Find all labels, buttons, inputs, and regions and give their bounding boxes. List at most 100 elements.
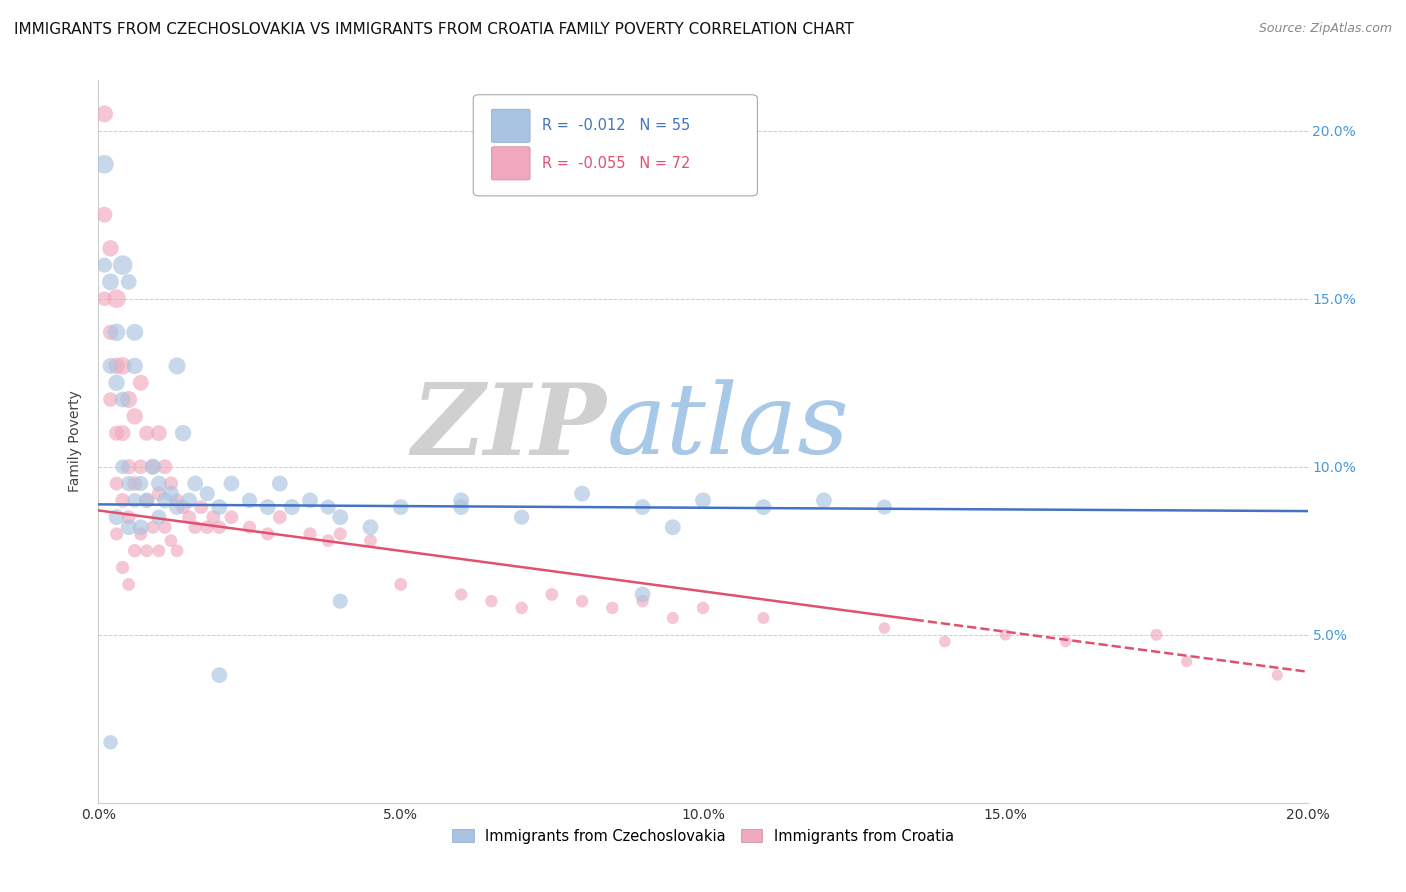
Point [118, 520, 141, 534]
Point [208, 668, 231, 682]
Point [329, 527, 352, 541]
Point [100, 241, 122, 255]
Point [269, 476, 291, 491]
Point [135, 543, 157, 558]
Point [118, 459, 141, 474]
Point [752, 500, 775, 514]
Point [93, 107, 115, 121]
Point [172, 426, 194, 441]
Point [93, 157, 115, 171]
Point [631, 594, 654, 608]
Point [813, 493, 835, 508]
Point [153, 493, 176, 508]
Point [105, 326, 128, 340]
Point [221, 510, 243, 524]
Point [148, 476, 170, 491]
Point [105, 527, 128, 541]
Y-axis label: Family Poverty: Family Poverty [69, 391, 83, 492]
Point [631, 500, 654, 514]
Point [129, 476, 152, 491]
Point [118, 476, 141, 491]
Point [148, 510, 170, 524]
Point [105, 359, 128, 373]
Point [166, 359, 188, 373]
Point [111, 392, 134, 407]
Point [208, 520, 231, 534]
Point [1054, 634, 1077, 648]
Point [118, 392, 141, 407]
Point [202, 510, 225, 524]
Text: R =  -0.012   N = 55: R = -0.012 N = 55 [543, 119, 690, 133]
Point [221, 476, 243, 491]
Point [631, 587, 654, 601]
Point [389, 500, 412, 514]
Point [142, 459, 165, 474]
Point [111, 560, 134, 574]
Point [105, 510, 128, 524]
Point [105, 476, 128, 491]
Point [135, 493, 157, 508]
Point [873, 621, 896, 635]
Point [571, 594, 593, 608]
Point [1267, 668, 1289, 682]
Point [540, 587, 562, 601]
Text: R =  -0.055   N = 72: R = -0.055 N = 72 [543, 156, 690, 171]
Point [124, 476, 146, 491]
Point [135, 426, 157, 441]
Point [148, 426, 170, 441]
FancyBboxPatch shape [492, 147, 530, 180]
Point [100, 735, 122, 749]
Legend: Immigrants from Czechoslovakia, Immigrants from Croatia: Immigrants from Czechoslovakia, Immigran… [446, 823, 960, 850]
Point [160, 486, 183, 500]
Point [360, 520, 382, 534]
Point [329, 594, 352, 608]
Point [316, 500, 339, 514]
Point [316, 533, 339, 548]
Point [481, 594, 503, 608]
Point [166, 493, 188, 508]
Point [661, 520, 683, 534]
Point [190, 500, 212, 514]
Point [100, 392, 122, 407]
Point [450, 500, 472, 514]
Point [105, 376, 128, 390]
Point [129, 459, 152, 474]
FancyBboxPatch shape [492, 109, 530, 143]
Point [153, 459, 176, 474]
Point [148, 486, 170, 500]
Point [299, 527, 322, 541]
Point [118, 275, 141, 289]
Point [111, 493, 134, 508]
Point [124, 493, 146, 508]
Point [179, 510, 201, 524]
Point [118, 510, 141, 524]
Point [124, 543, 146, 558]
Point [256, 527, 278, 541]
Point [111, 258, 134, 272]
Point [160, 533, 183, 548]
Point [111, 359, 134, 373]
Point [124, 409, 146, 424]
Point [118, 577, 141, 591]
Text: IMMIGRANTS FROM CZECHOSLOVAKIA VS IMMIGRANTS FROM CROATIA FAMILY POVERTY CORRELA: IMMIGRANTS FROM CZECHOSLOVAKIA VS IMMIGR… [14, 22, 853, 37]
Point [100, 326, 122, 340]
Point [160, 476, 183, 491]
Point [360, 533, 382, 548]
Point [299, 493, 322, 508]
Text: atlas: atlas [606, 379, 849, 475]
Point [195, 486, 218, 500]
Point [450, 587, 472, 601]
Point [172, 500, 194, 514]
Point [602, 600, 624, 615]
Point [105, 426, 128, 441]
Point [692, 600, 714, 615]
Point [571, 486, 593, 500]
Point [148, 543, 170, 558]
Point [93, 208, 115, 222]
Point [105, 292, 128, 306]
Text: Source: ZipAtlas.com: Source: ZipAtlas.com [1258, 22, 1392, 36]
Point [129, 527, 152, 541]
FancyBboxPatch shape [474, 95, 758, 196]
Point [142, 520, 165, 534]
Point [692, 493, 714, 508]
